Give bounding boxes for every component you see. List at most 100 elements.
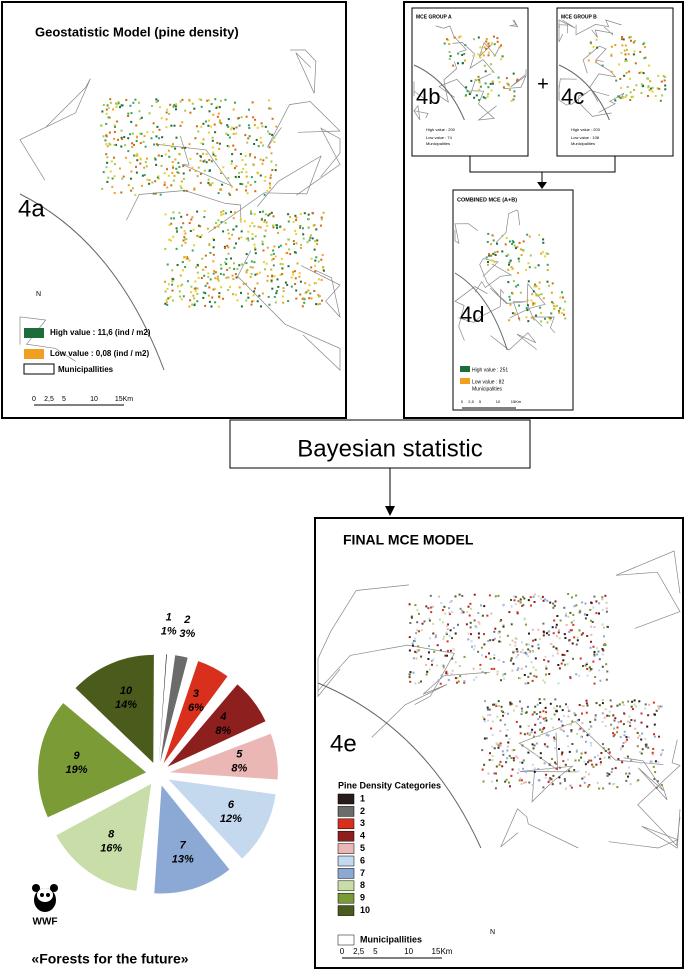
density-cell <box>415 632 418 635</box>
density-cell <box>238 286 241 289</box>
density-cell <box>601 608 604 611</box>
density-cell <box>522 759 525 762</box>
density-cell <box>617 721 620 724</box>
density-cell <box>245 271 248 274</box>
density-cell <box>562 296 564 299</box>
density-cell <box>560 726 563 729</box>
density-cell <box>253 225 256 228</box>
density-cell <box>451 637 453 640</box>
density-cell <box>491 259 494 262</box>
density-cell <box>427 658 430 660</box>
density-cell <box>190 218 193 221</box>
density-cell <box>532 639 535 642</box>
map-title: MCE GROUP A <box>416 14 452 20</box>
municipality-border <box>19 78 91 181</box>
density-cell <box>487 772 490 775</box>
density-cell <box>656 780 659 783</box>
density-cell <box>227 232 230 235</box>
density-cell <box>155 98 158 101</box>
density-cell <box>561 751 564 754</box>
density-cell <box>172 278 175 281</box>
density-cell <box>238 237 240 240</box>
density-cell <box>119 167 121 170</box>
density-cell <box>561 291 563 294</box>
density-cell <box>183 256 186 259</box>
density-cell <box>271 133 274 136</box>
density-cell <box>210 103 213 106</box>
density-cell <box>457 680 460 683</box>
density-cell <box>227 145 230 148</box>
density-cell <box>172 166 175 169</box>
density-cell <box>237 117 240 120</box>
density-cell <box>439 649 442 652</box>
density-cell <box>588 52 591 55</box>
density-cell <box>519 725 522 728</box>
density-cell <box>626 755 629 758</box>
density-cell <box>516 79 519 82</box>
density-cell <box>568 631 571 633</box>
density-cell <box>602 743 604 746</box>
density-cell <box>605 601 608 604</box>
density-cell <box>519 777 522 780</box>
density-cell <box>115 106 118 109</box>
density-cell <box>596 781 599 784</box>
density-cell <box>492 239 495 242</box>
density-cell <box>266 224 269 227</box>
density-cell <box>267 214 270 217</box>
density-cell <box>644 56 647 59</box>
density-cell <box>526 309 529 312</box>
density-cell <box>603 626 605 629</box>
density-cell <box>562 659 565 662</box>
density-cell <box>233 246 236 249</box>
density-cell <box>233 167 236 170</box>
density-cell <box>225 258 228 260</box>
density-cell <box>527 682 530 685</box>
density-cell <box>487 714 489 717</box>
density-cell <box>603 756 606 759</box>
density-cell <box>457 62 459 65</box>
density-cell <box>258 294 261 297</box>
density-cell <box>554 600 557 603</box>
density-cell <box>264 175 267 178</box>
density-cell <box>232 132 235 135</box>
density-cell <box>279 273 282 276</box>
density-cell <box>172 211 175 214</box>
density-cell <box>251 237 254 240</box>
density-cell <box>658 87 661 90</box>
density-cell <box>202 291 205 294</box>
density-cell <box>182 269 184 272</box>
density-cell <box>547 768 550 771</box>
density-cell <box>491 80 494 83</box>
density-cell <box>121 138 123 140</box>
density-cell <box>254 287 256 290</box>
density-cell <box>274 169 277 172</box>
density-cell <box>493 35 495 38</box>
density-cell <box>548 673 551 675</box>
density-cell <box>470 640 473 643</box>
density-cell <box>518 677 520 680</box>
density-cell <box>537 768 540 771</box>
density-cell <box>414 604 417 607</box>
density-cell <box>261 125 264 128</box>
density-cell <box>249 153 252 156</box>
density-cell <box>241 263 243 266</box>
density-cell <box>227 176 230 179</box>
density-cell <box>514 603 517 606</box>
density-cell <box>457 52 460 55</box>
municipality-border <box>237 250 341 371</box>
density-cell <box>499 742 502 745</box>
density-cell <box>593 595 596 598</box>
density-cell <box>292 240 295 243</box>
density-cell <box>522 249 525 252</box>
map-4c-frame <box>556 7 674 157</box>
density-cell <box>575 604 578 607</box>
density-cell <box>621 44 624 47</box>
density-cell <box>519 651 522 653</box>
density-cell <box>417 649 420 652</box>
density-cell <box>547 734 550 737</box>
density-cell <box>544 776 547 779</box>
density-cell <box>200 125 203 128</box>
density-cell <box>226 145 229 147</box>
density-cell <box>589 608 592 611</box>
density-cell <box>490 667 493 670</box>
